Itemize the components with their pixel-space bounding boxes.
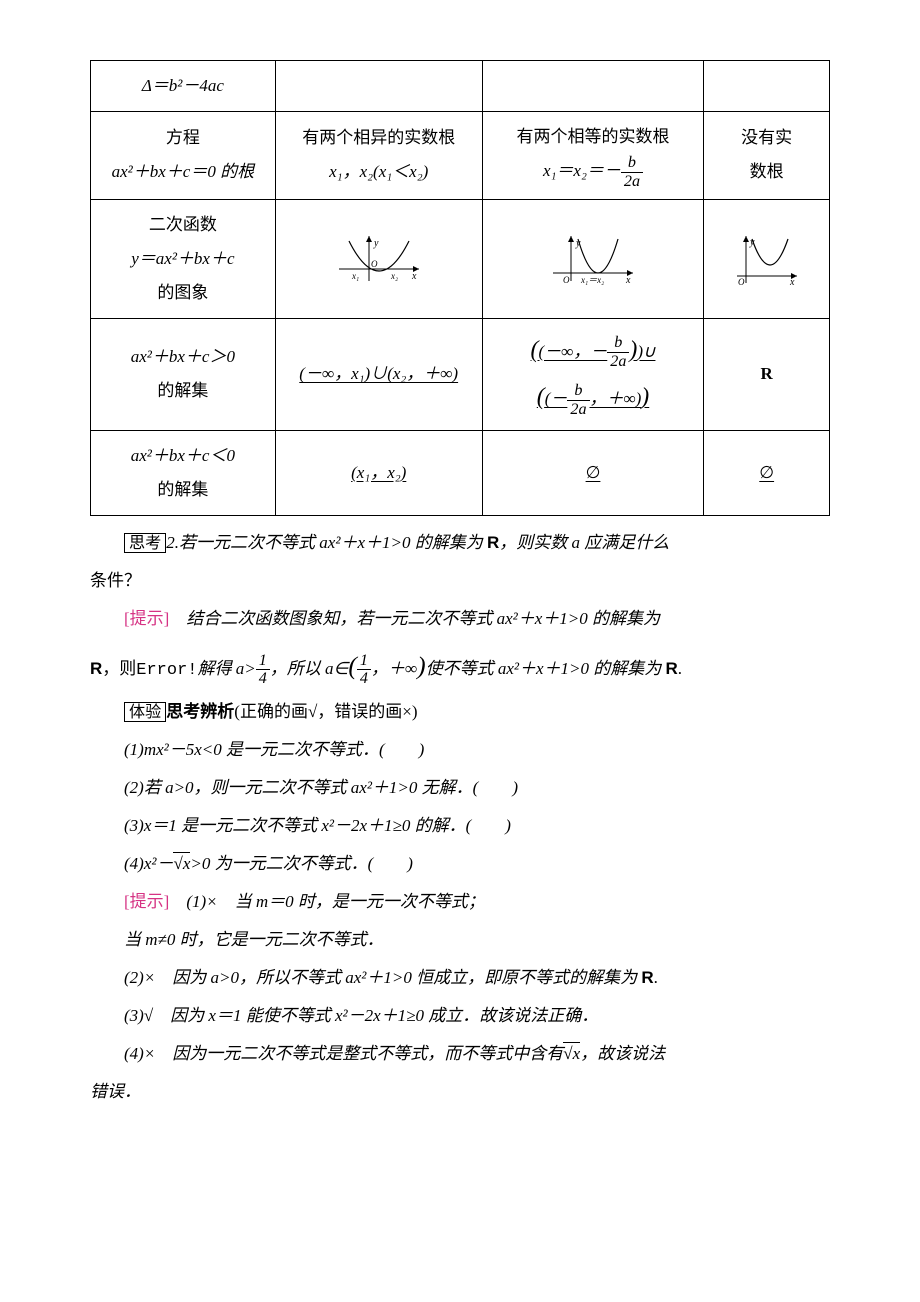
cell-roots-equal: 有两个相等的实数根 x₁＝x₂＝－b2a <box>482 112 704 200</box>
row-graph: 二次函数 y＝ax²＋bx＋c 的图象 y O x₁ x₂ x <box>91 199 830 318</box>
row-greater-than: ax²＋bx＋c＞0 的解集 (－∞，x₁)∪(x₂，＋∞) ((－∞，－b2a… <box>91 318 830 430</box>
quadratic-table: Δ＝b²－4ac 方程 ax²＋bx＋c＝0 的根 有两个相异的实数根 x₁，x… <box>90 60 830 516</box>
cell-lt-none: ∅ <box>704 430 830 515</box>
answer-4-line2: 错误． <box>90 1075 830 1109</box>
svg-text:O: O <box>738 277 745 286</box>
svg-text:x: x <box>625 275 631 286</box>
think-2-line2: 条件？ <box>90 564 830 598</box>
row-discriminant: Δ＝b²－4ac <box>91 61 830 112</box>
cell-lt-equal: ∅ <box>482 430 704 515</box>
experience-label: 体验 <box>124 702 166 722</box>
svg-text:y: y <box>373 238 379 249</box>
parabola-two-roots-icon: y O x₁ x₂ x <box>334 231 424 286</box>
cell-lt-label: ax²＋bx＋c＜0 的解集 <box>91 430 276 515</box>
cell-graph-label: 二次函数 y＝ax²＋bx＋c 的图象 <box>91 199 276 318</box>
hint-label-2: [提示] <box>124 892 169 911</box>
cell-gt-equal: ((－∞，－b2a))∪ ((－b2a，＋∞)) <box>482 318 704 430</box>
svg-text:x: x <box>411 271 417 282</box>
cell-gt-two: (－∞，x₁)∪(x₂，＋∞) <box>275 318 482 430</box>
cell-graph-one-root: y O x₁＝x₂ x <box>482 199 704 318</box>
think-2: 思考2.若一元二次不等式 ax²＋x＋1>0 的解集为 R，则实数 a 应满足什… <box>90 526 830 560</box>
hint-label: [提示] <box>124 609 169 628</box>
experience-header: 体验思考辨析(正确的画√，错误的画×) <box>90 695 830 729</box>
cell-graph-two-roots: y O x₁ x₂ x <box>275 199 482 318</box>
question-4: (4)x²－√x>0 为一元二次不等式．( ) <box>90 847 830 881</box>
parabola-no-root-icon: y O x <box>732 231 802 286</box>
svg-text:y: y <box>575 238 581 249</box>
cell-roots-label: 方程 ax²＋bx＋c＝0 的根 <box>91 112 276 200</box>
answer-1a: [提示] (1)× 当 m＝0 时，是一元一次不等式； <box>90 885 830 919</box>
cell-delta: Δ＝b²－4ac <box>91 61 276 112</box>
svg-text:x₂: x₂ <box>390 271 398 281</box>
svg-text:y: y <box>749 237 755 248</box>
svg-text:x₁＝x₂: x₁＝x₂ <box>580 275 604 285</box>
svg-text:x₁: x₁ <box>351 271 359 281</box>
cell-graph-no-root: y O x <box>704 199 830 318</box>
svg-text:O: O <box>371 259 378 269</box>
think-label: 思考 <box>124 533 166 553</box>
row-less-than: ax²＋bx＋c＜0 的解集 (x₁，x₂) ∅ ∅ <box>91 430 830 515</box>
cell-gt-label: ax²＋bx＋c＞0 的解集 <box>91 318 276 430</box>
svg-text:x: x <box>789 277 795 286</box>
hint-1: [提示] 结合二次函数图象知，若一元二次不等式 ax²＋x＋1>0 的解集为 <box>90 602 830 636</box>
cell-gt-none: R <box>704 318 830 430</box>
cell-roots-two: 有两个相异的实数根 x₁，x₂(x₁＜x₂) <box>275 112 482 200</box>
answer-1b: 当 m≠0 时，它是一元二次不等式． <box>90 923 830 957</box>
answer-4: (4)× 因为一元二次不等式是整式不等式，而不等式中含有√x，故该说法 <box>90 1037 830 1071</box>
hint-1-line2: R，则Error!解得 a>14，所以 a∈(14，＋∞)使不等式 ax²＋x＋… <box>90 640 830 691</box>
question-2: (2)若 a>0，则一元二次不等式 ax²＋1>0 无解．( ) <box>90 771 830 805</box>
answer-2: (2)× 因为 a>0，所以不等式 ax²＋1>0 恒成立，即原不等式的解集为 … <box>90 961 830 995</box>
parabola-one-root-icon: y O x₁＝x₂ x <box>543 231 643 286</box>
answer-3: (3)√ 因为 x＝1 能使不等式 x²－2x＋1≥0 成立．故该说法正确． <box>90 999 830 1033</box>
question-3: (3)x＝1 是一元二次不等式 x²－2x＋1≥0 的解．( ) <box>90 809 830 843</box>
svg-text:O: O <box>563 275 570 285</box>
row-roots: 方程 ax²＋bx＋c＝0 的根 有两个相异的实数根 x₁，x₂(x₁＜x₂) … <box>91 112 830 200</box>
cell-lt-two: (x₁，x₂) <box>275 430 482 515</box>
question-1: (1)mx²－5x<0 是一元二次不等式．( ) <box>90 733 830 767</box>
cell-roots-none: 没有实 数根 <box>704 112 830 200</box>
